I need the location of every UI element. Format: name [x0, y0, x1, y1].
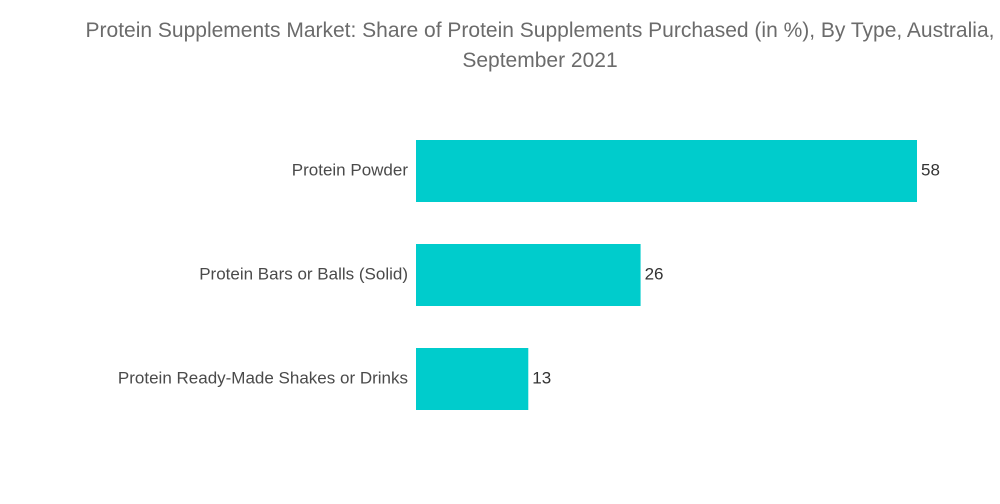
value-label-1: 26: [645, 264, 664, 283]
value-label-2: 13: [532, 368, 551, 387]
labels-group: Protein Powder 58 Protein Bars or Balls (S…: [118, 160, 940, 387]
bar-0: [416, 140, 917, 202]
bar-1: [416, 244, 641, 306]
bar-2: [416, 348, 529, 410]
category-label-2: Protein Ready-Made Shakes or Drinks: [118, 368, 408, 387]
value-label-0: 58: [921, 160, 940, 179]
chart-title: Protein Supplements Market: Share of Pro…: [85, 19, 995, 72]
category-label-1: Protein Bars or Balls (Solid): [199, 264, 408, 283]
category-label-0: Protein Powder: [292, 160, 409, 179]
bars-group: [416, 140, 917, 410]
